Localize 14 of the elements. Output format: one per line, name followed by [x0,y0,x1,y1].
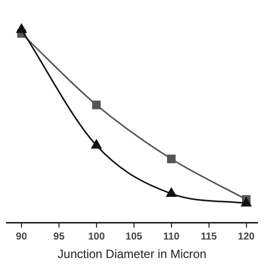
x-tick-label: 100 [88,231,106,242]
x-tick-label: 95 [53,231,65,242]
point [92,100,101,110]
x-axis-title: Junction Diameter in Micron [58,247,206,262]
point [241,198,252,207]
x-tick-label: 110 [163,231,180,242]
x-tick-label: 120 [238,231,256,242]
x-tick-label: 90 [16,231,28,242]
point [91,140,102,149]
point [16,24,27,33]
x-tick-label: 115 [200,231,218,242]
point [167,154,176,164]
point [166,188,176,197]
x-tick-label: 105 [126,231,143,242]
